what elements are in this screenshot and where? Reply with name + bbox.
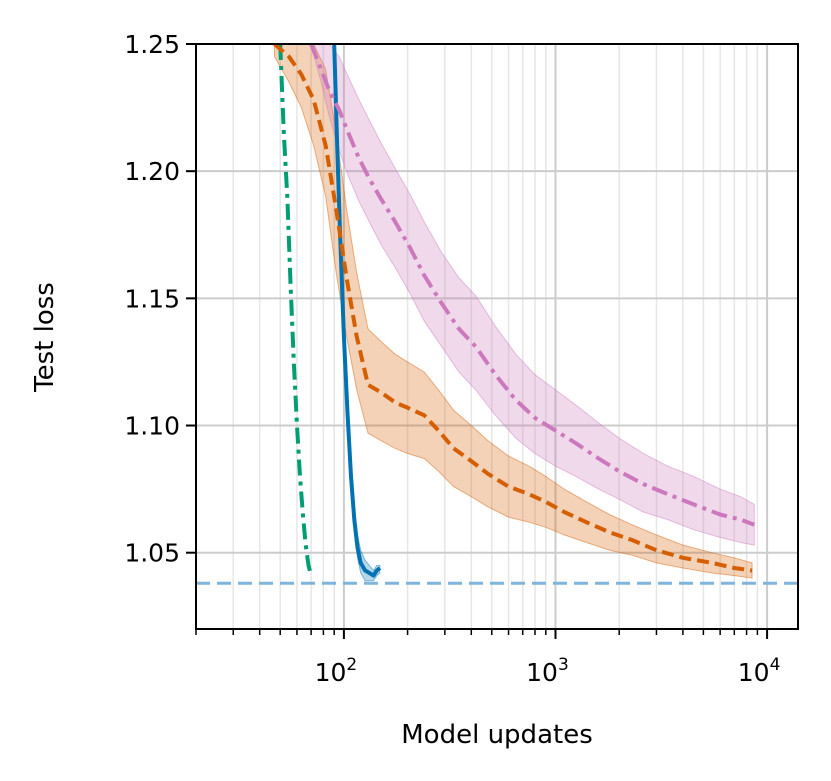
series-lines	[273, 44, 755, 578]
series-line-0	[278, 44, 314, 577]
y-axis-ticks: 1.05 1.10 1.15 1.20 1.25	[124, 30, 196, 568]
minor-gridlines	[195, 44, 759, 629]
y-tick-label: 1.10	[124, 412, 180, 441]
y-tick-label: 1.15	[124, 284, 180, 313]
plot-frame	[195, 43, 799, 630]
y-tick-label: 1.05	[124, 539, 180, 568]
y-tick-label: 1.20	[124, 157, 180, 186]
x-tick-label: 103	[526, 655, 569, 687]
y-tick-label: 1.25	[124, 30, 180, 59]
series-band-3	[310, 44, 755, 546]
x-axis-ticks: 102 103 104	[195, 629, 781, 687]
series-line-3	[309, 44, 755, 527]
x-axis-label: Model updates	[401, 720, 592, 750]
x-tick-label: 102	[315, 655, 358, 687]
x-tick-label: 104	[738, 655, 781, 687]
y-axis-label: Test loss	[30, 282, 60, 393]
series-band-2	[274, 44, 753, 579]
